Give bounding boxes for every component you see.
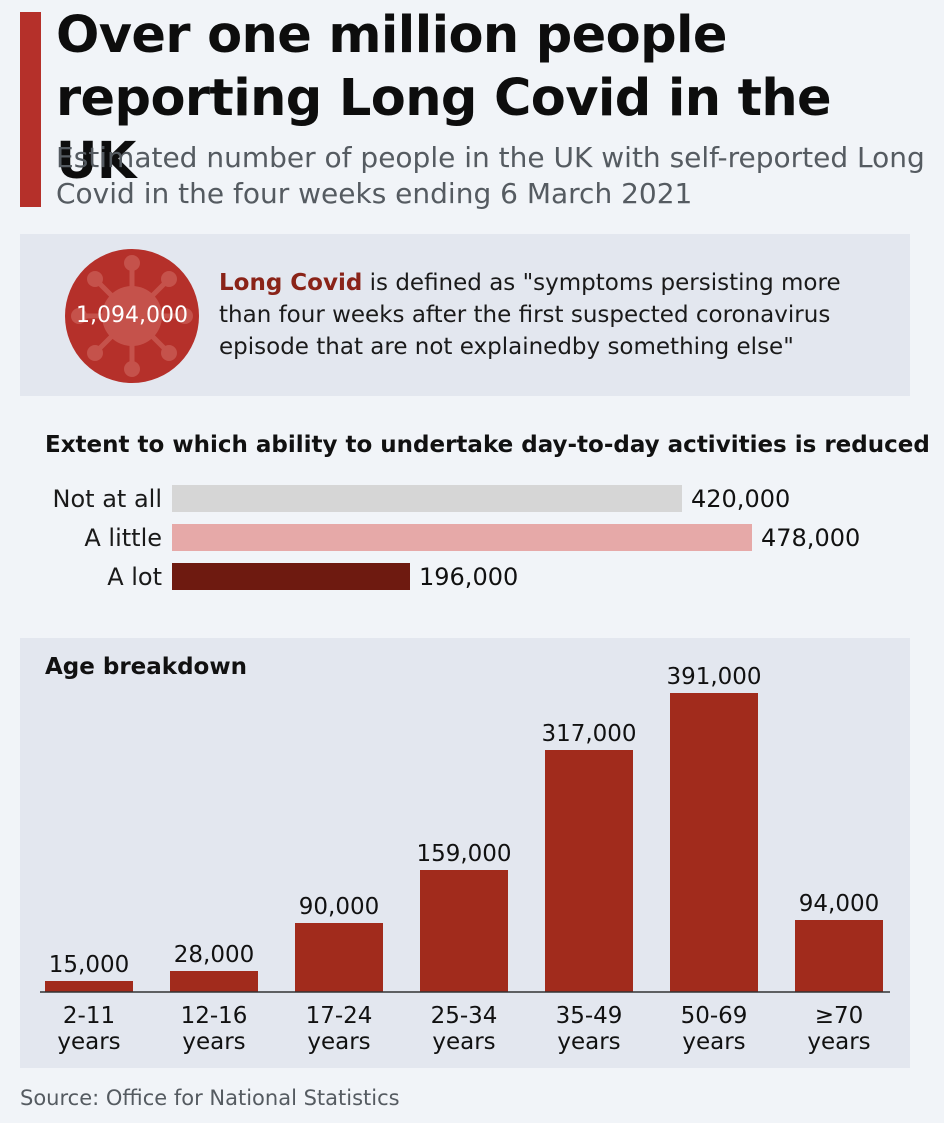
- source-note: Source: Office for National Statistics: [20, 1086, 400, 1110]
- age-bar: [420, 870, 508, 992]
- age-category-label: years: [307, 1029, 370, 1055]
- age-chart: 15,0002-11years28,00012-16years90,00017-…: [40, 664, 890, 1055]
- age-bar: [545, 750, 633, 992]
- extent-value-a-little: 478,000: [761, 524, 861, 552]
- age-category-label: years: [57, 1029, 120, 1055]
- age-category-label: years: [682, 1029, 745, 1055]
- age-category-label: years: [557, 1029, 620, 1055]
- age-category-label: 35-49: [556, 1003, 623, 1029]
- age-category-label: 50-69: [681, 1003, 748, 1029]
- age-category-label: 17-24: [306, 1003, 373, 1029]
- age-value-label: 317,000: [541, 721, 636, 747]
- extent-label-not-at-all: Not at all: [52, 485, 162, 513]
- age-bar: [670, 693, 758, 992]
- definition-text: Long Covid is defined as "symptoms persi…: [219, 267, 899, 363]
- age-bar: [295, 923, 383, 992]
- virus-icon: [71, 255, 193, 377]
- age-value-label: 90,000: [299, 894, 379, 920]
- age-value-label: 391,000: [666, 664, 761, 690]
- age-value-label: 15,000: [49, 952, 129, 978]
- extent-label-a-lot: A lot: [107, 563, 162, 591]
- extent-bar-a-lot: [172, 563, 410, 590]
- age-category-label: years: [182, 1029, 245, 1055]
- extent-label-a-little: A little: [84, 524, 162, 552]
- extent-bar-not-at-all: [172, 485, 682, 512]
- age-value-label: 159,000: [416, 841, 511, 867]
- age-bar: [170, 971, 258, 992]
- virus-total-badge: 1,094,000: [65, 249, 199, 383]
- age-value-label: 28,000: [174, 942, 254, 968]
- age-category-label: ≥70: [815, 1003, 864, 1029]
- title-accent-bar: [20, 12, 41, 207]
- extent-value-a-lot: 196,000: [419, 563, 519, 591]
- age-bar: [45, 981, 133, 992]
- total-count: 1,094,000: [76, 303, 188, 328]
- age-category-label: 12-16: [181, 1003, 248, 1029]
- age-bar: [795, 920, 883, 992]
- extent-chart-title: Extent to which ability to undertake day…: [45, 432, 930, 458]
- age-category-label: years: [807, 1029, 870, 1055]
- age-category-label: 2-11: [63, 1003, 115, 1029]
- definition-term: Long Covid: [219, 270, 363, 296]
- age-chart-title: Age breakdown: [45, 654, 247, 680]
- definition-panel: 1,094,000 Long Covid is defined as "symp…: [20, 234, 910, 396]
- age-category-label: 25-34: [431, 1003, 498, 1029]
- page-subtitle: Estimated number of people in the UK wit…: [56, 141, 925, 210]
- definition-body: is defined as "symptoms persisting more …: [219, 270, 841, 360]
- extent-bar-a-little: [172, 524, 752, 551]
- age-category-label: years: [432, 1029, 495, 1055]
- age-chart-panel: Age breakdown 15,000 2-11 years 28,000 12-16…: [20, 638, 910, 1068]
- age-value-label: 94,000: [799, 891, 879, 917]
- page-title: Over one million people reporting Long C…: [56, 6, 832, 191]
- extent-value-not-at-all: 420,000: [691, 485, 791, 513]
